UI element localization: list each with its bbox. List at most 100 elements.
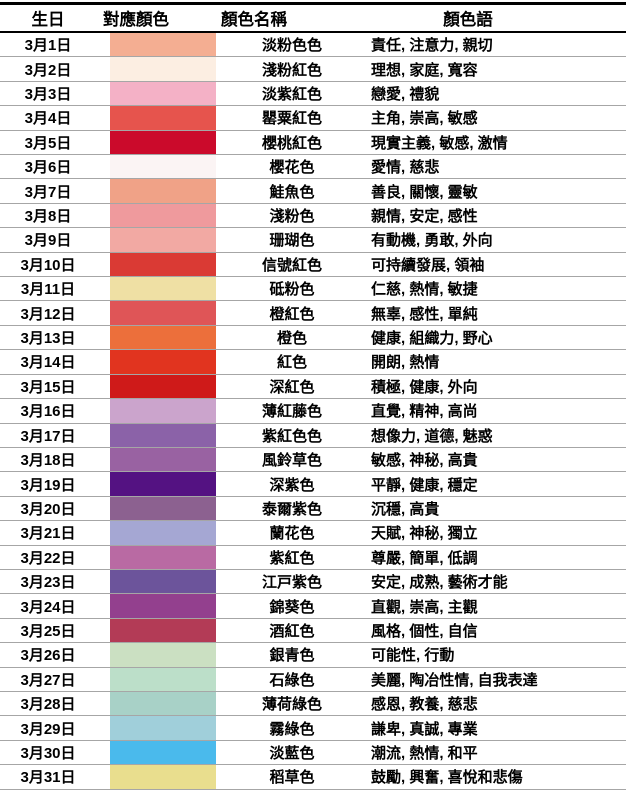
color-name-cell: 罌粟紅色: [261, 110, 322, 128]
color-name-cell: 淡粉色色: [261, 37, 322, 55]
color-meaning-cell: 積極, 健康, 外向: [371, 378, 478, 396]
birthday-cell: 3月6日: [24, 159, 72, 177]
color-swatch: [110, 301, 216, 325]
color-swatch: [110, 374, 216, 399]
color-name-cell: 櫻花色: [269, 159, 315, 177]
color-meaning-cell: 現實主義, 敏感, 激情: [371, 134, 508, 152]
birthday-cell: 3月17日: [20, 427, 76, 445]
color-swatch: [110, 203, 216, 228]
birthday-cell: 3月18日: [20, 452, 76, 470]
color-swatch: [110, 569, 216, 594]
table-row: 3月11日 砥粉色 仁慈, 熱情, 敏捷: [0, 277, 626, 302]
birthday-cell: 3月24日: [20, 598, 76, 616]
birthday-cell: 3月31日: [20, 769, 76, 787]
color-meaning-cell: 愛情, 慈悲: [371, 159, 440, 177]
table-row: 3月21日 蘭花色 天賦, 神秘, 獨立: [0, 521, 626, 546]
table-row: 3月2日 淺粉紅色 理想, 家庭, 寬容: [0, 57, 626, 82]
birthday-cell: 3月7日: [24, 183, 72, 201]
color-swatch: [110, 399, 216, 423]
color-swatch: [110, 740, 216, 765]
color-swatch: [110, 179, 216, 203]
color-swatch: [110, 691, 216, 716]
color-name-cell: 紅色: [276, 354, 307, 372]
birthday-cell: 3月19日: [20, 476, 76, 494]
color-meaning-cell: 直觀, 崇高, 主觀: [371, 598, 478, 616]
color-name-cell: 稻草色: [269, 769, 315, 787]
color-meaning-cell: 健康, 組織力, 野心: [371, 330, 493, 348]
color-swatch: [110, 594, 216, 618]
birthday-cell: 3月1日: [24, 37, 72, 55]
birthday-cell: 3月23日: [20, 574, 76, 592]
birthday-cell: 3月20日: [20, 500, 76, 518]
table-row: 3月18日 風鈴草色 敏感, 神秘, 高貴: [0, 447, 626, 473]
color-swatch: [110, 57, 216, 81]
table-row: 3月1日 淡粉色色 責任, 注意力, 親切: [0, 33, 626, 58]
color-meaning-cell: 想像力, 道德, 魅惑: [371, 427, 493, 445]
color-name-cell: 銀青色: [269, 647, 315, 665]
color-meaning-cell: 沉穩, 高貴: [371, 500, 440, 518]
color-name-cell: 淺粉色: [269, 208, 315, 226]
color-name-cell: 紫紅色色: [261, 427, 322, 445]
color-meaning-cell: 無辜, 感性, 單純: [371, 305, 478, 323]
column-header-color: 對應顏色: [103, 11, 169, 29]
color-swatch: [110, 765, 216, 789]
color-swatch: [110, 716, 216, 740]
column-header-birthday: 生日: [31, 11, 65, 29]
birthday-cell: 3月22日: [20, 549, 76, 567]
color-name-cell: 橙紅色: [269, 305, 315, 323]
color-swatch: [110, 447, 216, 472]
color-swatch: [110, 277, 216, 301]
birthday-cell: 3月12日: [20, 305, 76, 323]
color-meaning-cell: 戀愛, 禮貌: [371, 86, 440, 104]
color-name-cell: 蘭花色: [269, 525, 315, 543]
color-swatch: [110, 496, 216, 521]
birthday-cell: 3月14日: [20, 354, 76, 372]
color-name-cell: 泰爾紫色: [261, 500, 322, 518]
table-header-row: 生日 對應顏色 顏色名稱 顏色語: [0, 2, 626, 33]
birthday-cell: 3月15日: [20, 378, 76, 396]
color-swatch: [110, 106, 216, 130]
color-name-cell: 薄荷綠色: [261, 696, 322, 714]
color-name-cell: 信號紅色: [261, 256, 322, 274]
birthday-cell: 3月26日: [20, 647, 76, 665]
color-swatch: [110, 423, 216, 447]
color-meaning-cell: 鼓勵, 興奮, 喜悅和悲傷: [371, 769, 523, 787]
table-row: 3月13日 橙色 健康, 組織力, 野心: [0, 325, 626, 351]
color-swatch: [110, 618, 216, 643]
color-meaning-cell: 天賦, 神秘, 獨立: [371, 525, 478, 543]
birthday-cell: 3月25日: [20, 622, 76, 640]
table-row: 3月20日 泰爾紫色 沉穩, 高貴: [0, 496, 626, 522]
birthday-cell: 3月27日: [20, 671, 76, 689]
birthday-cell: 3月9日: [24, 232, 72, 250]
color-meaning-cell: 謙卑, 真誠, 專業: [371, 720, 478, 738]
color-name-cell: 霧綠色: [269, 720, 315, 738]
color-meaning-cell: 敏感, 神秘, 高貴: [371, 452, 478, 470]
table-row: 3月28日 薄荷綠色 感恩, 教養, 慈悲: [0, 691, 626, 717]
color-name-cell: 酒紅色: [269, 622, 315, 640]
color-swatch: [110, 228, 216, 252]
color-meaning-cell: 安定, 成熟, 藝術才能: [371, 574, 508, 592]
color-name-cell: 紫紅色: [269, 549, 315, 567]
color-meaning-cell: 可持續發展, 領袖: [371, 256, 485, 274]
table-row: 3月14日 紅色 開朗, 熱情: [0, 350, 626, 375]
color-meaning-cell: 尊嚴, 簡單, 低調: [371, 549, 478, 567]
color-swatch: [110, 130, 216, 155]
color-swatch: [110, 252, 216, 277]
color-swatch: [110, 81, 216, 106]
color-name-cell: 櫻桃紅色: [261, 134, 322, 152]
table-row: 3月17日 紫紅色色 想像力, 道德, 魅惑: [0, 423, 626, 448]
color-swatch: [110, 33, 216, 57]
color-swatch: [110, 350, 216, 374]
column-header-color-name: 顏色名稱: [221, 11, 287, 29]
birthday-cell: 3月5日: [24, 134, 72, 152]
birthday-cell: 3月28日: [20, 696, 76, 714]
table-row: 3月24日 錦葵色 直觀, 崇高, 主觀: [0, 594, 626, 619]
table-row: 3月3日 淡紫紅色 戀愛, 禮貌: [0, 81, 626, 107]
table-row: 3月30日 淡藍色 潮流, 熱情, 和平: [0, 740, 626, 766]
color-meaning-cell: 善良, 關懷, 靈敏: [371, 183, 478, 201]
color-name-cell: 江戸紫色: [261, 574, 322, 592]
color-swatch: [110, 545, 216, 569]
color-swatch: [110, 472, 216, 496]
color-meaning-cell: 美麗, 陶冶性情, 自我表達: [371, 671, 538, 689]
color-meaning-cell: 直覺, 精神, 高尚: [371, 403, 478, 421]
